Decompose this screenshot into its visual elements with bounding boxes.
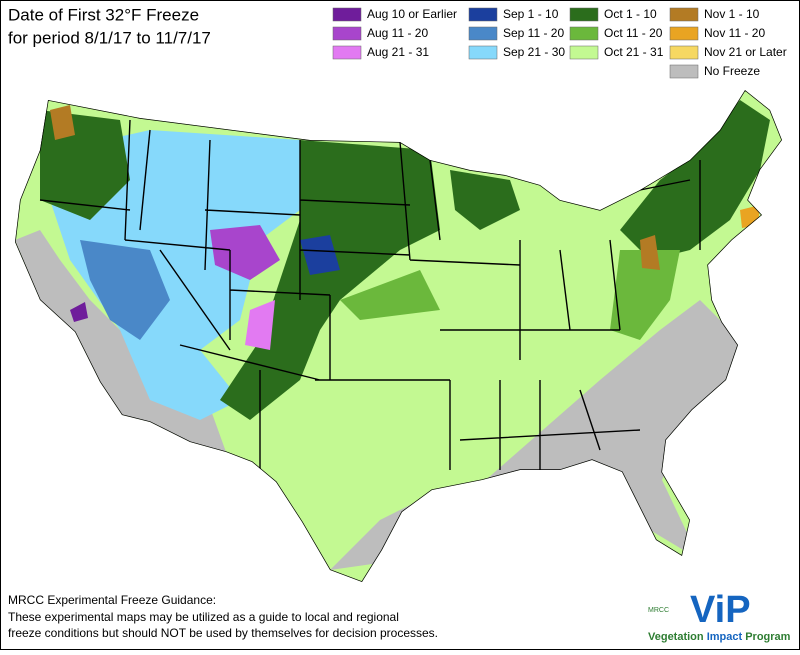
legend-swatch (669, 26, 699, 41)
logo-name: Vegetation Impact Program (648, 631, 791, 643)
legend-swatch (669, 45, 699, 60)
legend-swatch (332, 26, 362, 41)
legend-swatch (569, 45, 599, 60)
logo: MRCC ViP Vegetation Impact Program (648, 589, 791, 643)
region (620, 100, 770, 260)
region (450, 170, 520, 230)
legend-label: Aug 10 or Earlier (367, 7, 457, 21)
region (210, 225, 280, 280)
legend-swatch (468, 7, 498, 22)
logo-org: MRCC (648, 607, 669, 614)
logo-word: Program (745, 631, 790, 643)
region (480, 300, 740, 560)
footer-line: MRCC Experimental Freeze Guidance: (8, 593, 216, 607)
footer-line: freeze conditions but should NOT be used… (8, 626, 438, 640)
legend-swatch (569, 26, 599, 41)
legend-swatch (669, 7, 699, 22)
legend-swatch (569, 7, 599, 22)
logo-word: Vegetation (648, 631, 704, 643)
legend-label: Nov 11 - 20 (704, 26, 765, 40)
legend-swatch (468, 45, 498, 60)
title-line: Date of First 32°F Freeze (8, 5, 199, 24)
legend-swatch (332, 45, 362, 60)
legend-swatch (332, 7, 362, 22)
legend-label: Oct 11 - 20 (604, 26, 663, 40)
region (50, 105, 75, 140)
region (80, 240, 170, 340)
legend-label: No Freeze (704, 64, 760, 78)
legend-label: Oct 21 - 31 (604, 45, 664, 59)
title-line: for period 8/1/17 to 11/7/17 (8, 28, 211, 47)
state-borders (15, 90, 782, 582)
region (220, 140, 440, 420)
logo-word: Impact (707, 631, 743, 643)
region (610, 250, 680, 340)
legend-label: Sep 1 - 10 (503, 7, 559, 21)
legend-label: Oct 1 - 10 (604, 7, 657, 21)
footer-line: These experimental maps may be utilized … (8, 610, 399, 624)
legend-label: Sep 21 - 30 (503, 45, 565, 59)
region (340, 270, 440, 320)
region (245, 300, 275, 350)
legend-label: Aug 21 - 31 (367, 45, 429, 59)
legend-label: Nov 1 - 10 (704, 7, 760, 21)
legend-label: Aug 11 - 20 (367, 26, 428, 40)
legend-swatch (468, 26, 498, 41)
legend-label: Sep 11 - 20 (503, 26, 564, 40)
region (300, 235, 340, 275)
map (15, 90, 782, 582)
region (50, 130, 300, 420)
logo-mark: ViP (690, 589, 751, 631)
region (640, 235, 660, 270)
region (70, 302, 88, 322)
legend-swatch (669, 64, 699, 79)
legend-label: Nov 21 or Later (704, 45, 787, 59)
legend: Aug 10 or Earlier Aug 11 - 20 Aug 21 - 31 S… (332, 7, 787, 79)
